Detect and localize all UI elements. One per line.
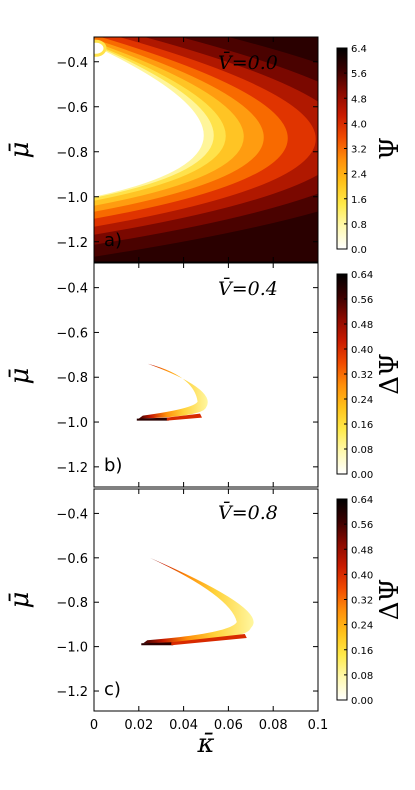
panel-b-ylabel: μ̄	[5, 368, 35, 385]
colorbar-tick-label: 0.32	[351, 596, 373, 607]
colorbar-tick-label: 2.4	[351, 170, 367, 181]
colorbar-label: ΔΨ	[375, 353, 405, 395]
panel-c-xticks: 0 0.02 0.04 0.06 0.08 0.1	[90, 718, 328, 733]
colorbar-tick-label: 4.8	[351, 94, 367, 105]
panel-a-ylabel: μ̄	[5, 142, 35, 159]
colorbar-tick-label: 0.0	[351, 245, 367, 256]
colorbar-tick-label: 0.40	[351, 345, 373, 356]
panel-c-yticks: −0.4 −0.6 −0.8 −1.0 −1.2	[56, 507, 318, 700]
x-tick-label: 0	[90, 718, 98, 733]
x-tick-label: 0.04	[169, 718, 198, 733]
panel-c-colorbar: 0.00 0.08 0.16 0.24 0.32 0.40 0.48 0.56 0.64 ΔΨ	[336, 495, 405, 707]
panel-b-yticks: −0.4 −0.6 −0.8 −1.0 −1.2	[56, 282, 318, 476]
y-tick-label: −1.2	[56, 685, 88, 700]
colorbar-tick-label: 0.56	[351, 520, 373, 531]
colorbar-tick-label: 0.08	[351, 671, 373, 682]
corner-spot	[94, 39, 107, 57]
crescent-red-streak	[171, 633, 247, 646]
panel-c-label: c)	[104, 679, 121, 700]
y-tick-label: −0.6	[56, 552, 88, 567]
crescent-region	[143, 557, 254, 644]
zero-region	[94, 46, 204, 197]
colorbar-label: Ψ	[375, 137, 405, 160]
colorbar-tick-label: 0.16	[351, 420, 373, 431]
colorbar-tick-label: 0.00	[351, 696, 373, 707]
panel-c-field	[141, 557, 254, 646]
x-axis-label: κ̄	[196, 729, 214, 759]
colorbar-tick-label: 0.64	[351, 495, 373, 506]
panel-b-annotation: V̄=0.4	[218, 277, 278, 300]
panel-a-colorbar: 0.0 0.8 1.6 2.4 3.2 4.0 4.8 5.6 6.4 Ψ	[336, 44, 405, 256]
panel-c-annotation: V̄=0.8	[218, 501, 278, 524]
y-tick-label: −1.2	[56, 461, 88, 476]
panel-c-frame	[93, 488, 319, 712]
panel-b-xtick-marks	[93, 263, 319, 487]
panel-b: −0.4−0.6−0.8−1.0−1.2 V̄=0.4 b) μ̄ 0.000.…	[5, 262, 405, 488]
colorbar-tick-label: 0.00	[351, 470, 373, 481]
y-tick-label: −1.2	[56, 236, 88, 251]
panel-a-annotation: V̄=0.0	[218, 51, 278, 74]
panel-c-plot	[141, 557, 254, 646]
panel-a-field	[94, 37, 318, 262]
x-tick-label: 0.08	[259, 718, 288, 733]
y-tick-label: −0.8	[56, 146, 88, 161]
y-tick-label: −1.0	[56, 191, 88, 206]
crescent-dark-streak	[141, 642, 174, 646]
colorbar-tick-label: 0.64	[351, 270, 373, 281]
panel-a-plot	[94, 37, 318, 262]
panel-a-yticks: −0.4 −0.6 −0.8 −1.0 −1.2	[56, 56, 318, 251]
y-tick-label: −0.4	[56, 507, 88, 522]
colorbar-tick-label: 0.08	[351, 445, 373, 456]
panel-a-xtick-marks	[93, 37, 319, 262]
colorbar-tick-label: 0.24	[351, 621, 373, 632]
colorbar-tick-label: 3.2	[351, 145, 367, 156]
colorbar-tick-label: 1.6	[351, 195, 367, 206]
colorbar-label: ΔΨ	[375, 579, 405, 621]
y-tick-label: −1.0	[56, 641, 88, 656]
panel-b-label: b)	[104, 455, 122, 476]
y-tick-label: −0.6	[56, 326, 88, 341]
panel-b-plot	[136, 363, 208, 421]
crescent-dark-streak	[136, 417, 169, 421]
colorbar-tick-label: 0.56	[351, 295, 373, 306]
x-tick-label: 0.1	[308, 718, 329, 733]
y-tick-label: −0.4	[56, 282, 88, 297]
y-tick-label: −0.8	[56, 371, 88, 386]
colorbar-tick-label: 0.40	[351, 570, 373, 581]
colorbar-tick-label: 6.4	[351, 44, 367, 55]
colorbar-tick-label: 5.6	[351, 69, 367, 80]
y-tick-label: −1.0	[56, 416, 88, 431]
y-tick-label: −0.4	[56, 56, 88, 71]
panel-a-label: a)	[104, 230, 122, 251]
x-tick-label: 0.06	[214, 718, 243, 733]
panel-b-colorbar: 0.00 0.08 0.16 0.24 0.32 0.40 0.48 0.56 0.64 ΔΨ	[336, 270, 405, 481]
panel-a: −0.4 −0.6 −0.8 −1.0 −1.2 V̄=0.0 a) μ̄ 0.0 0.8…	[5, 36, 405, 263]
panel-b-field	[136, 363, 208, 421]
colorbar-tick-label: 0.48	[351, 320, 373, 331]
colorbar-tick-label: 0.16	[351, 646, 373, 657]
colorbar-tick-label: 0.32	[351, 370, 373, 381]
panel-c: −0.4−0.6−0.8−1.0−1.2 0 0.02 0.04 0.06 0.08 0.…	[5, 488, 405, 759]
panel-c-xtick-marks	[93, 489, 319, 711]
panel-c-ylabel: μ̄	[5, 592, 35, 609]
colorbar-tick-label: 0.8	[351, 220, 367, 231]
y-tick-label: −0.6	[56, 101, 88, 116]
x-tick-label: 0.02	[124, 718, 153, 733]
panel-a-frame	[93, 36, 319, 263]
crescent-region	[138, 363, 208, 419]
colorbar-tick-label: 0.24	[351, 395, 373, 406]
colorbar-tick-label: 0.48	[351, 545, 373, 556]
crescent-red-streak	[166, 413, 202, 421]
y-tick-label: −0.8	[56, 596, 88, 611]
panel-b-frame	[93, 262, 319, 488]
colorbar-tick-label: 4.0	[351, 119, 367, 130]
